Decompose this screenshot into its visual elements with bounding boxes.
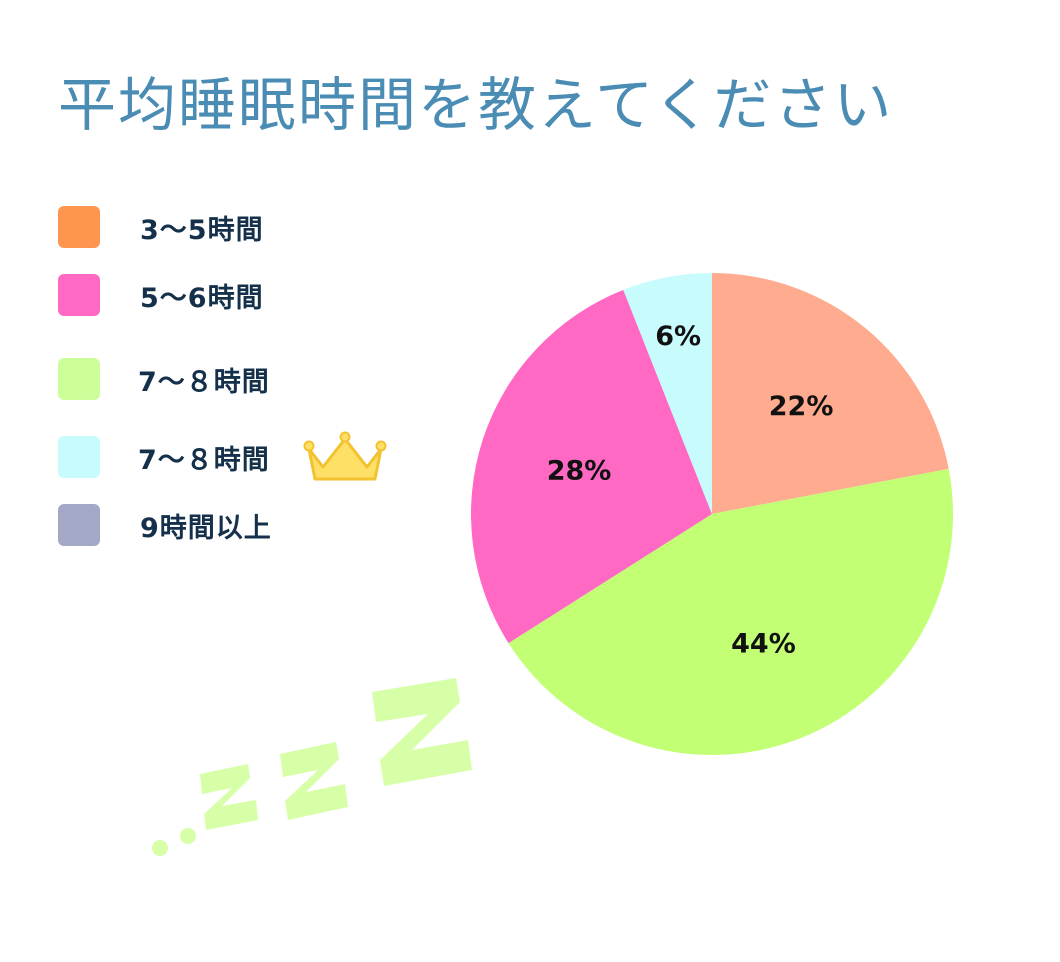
- pie-slice-1: [712, 273, 949, 514]
- legend-item-3: 7～８時間: [58, 357, 270, 401]
- legend-label: 7～８時間: [138, 366, 270, 398]
- pie-slice-label-4: 6%: [655, 321, 701, 352]
- legend-label: 9時間以上: [140, 512, 272, 544]
- pie-slice-label-2: 44%: [731, 628, 796, 659]
- legend-label: 3～5時間: [140, 214, 264, 246]
- legend-item-4: 7～８時間: [58, 435, 270, 479]
- pie-slice-2: [508, 468, 954, 756]
- legend-item-1: 3～5時間: [58, 205, 264, 249]
- pie-slice-4: [623, 273, 712, 514]
- page-title: 平均睡眠時間を教えてください: [58, 71, 894, 139]
- legend-item-2: 5～6時間: [58, 273, 264, 317]
- pie-slice-label-3: 28%: [547, 455, 612, 486]
- pie-slice-label-1: 22%: [769, 391, 834, 422]
- legend-swatch: [58, 436, 100, 478]
- legend-swatch: [58, 504, 100, 546]
- pie-slice-3: [470, 289, 712, 644]
- legend-swatch: [58, 358, 100, 400]
- legend-label: 7～８時間: [138, 444, 270, 476]
- legend: 3～5時間 5～6時間 7～８時間 7～８時間 9時間以上: [58, 205, 438, 565]
- legend-swatch: [58, 274, 100, 316]
- legend-swatch: [58, 206, 100, 248]
- sleeping-zzz-icon: [152, 678, 472, 856]
- legend-item-5: 9時間以上: [58, 503, 272, 547]
- legend-label: 5～6時間: [140, 282, 264, 314]
- crown-icon: [303, 431, 387, 481]
